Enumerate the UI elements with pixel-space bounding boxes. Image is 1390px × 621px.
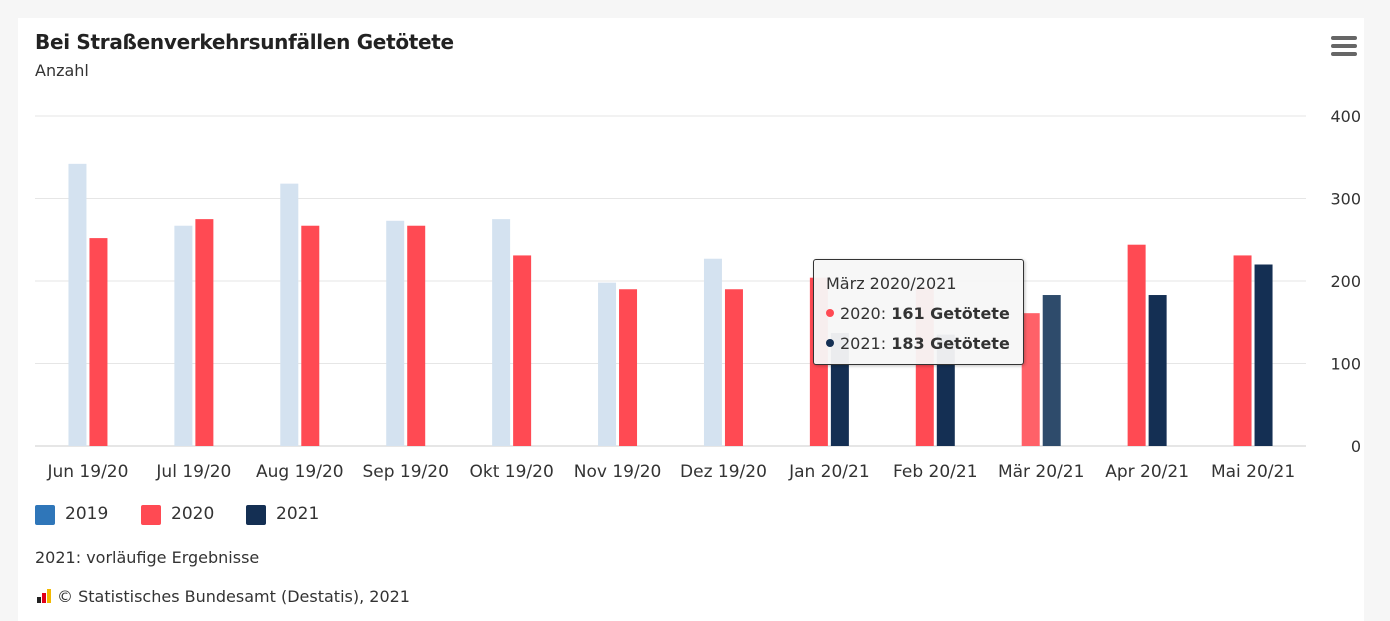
hamburger-menu-icon[interactable] xyxy=(1330,33,1358,59)
y-tick-label: 400 xyxy=(1330,107,1361,126)
bar-2020 xyxy=(407,225,426,446)
x-tick-label: Nov 19/20 xyxy=(574,462,662,482)
bar-2019 xyxy=(703,258,722,446)
bar-2020 xyxy=(513,255,532,446)
y-tick-label: 0 xyxy=(1351,437,1361,456)
tooltip-row-2020: 2020: 161 Getötete xyxy=(826,304,1010,323)
legend-item-2020[interactable]: 2020 xyxy=(141,503,231,527)
bar-2019 xyxy=(174,225,193,446)
bar-2019 xyxy=(68,163,87,446)
credit-text: © Statistisches Bundesamt (Destatis), 20… xyxy=(57,587,410,606)
y-tick-label: 100 xyxy=(1330,355,1361,374)
y-tick-label: 300 xyxy=(1330,190,1361,209)
chart-title: Bei Straßenverkehrsunfällen Getötete xyxy=(35,30,454,54)
x-tick-label: Aug 19/20 xyxy=(256,462,344,482)
legend-label: 2019 xyxy=(65,504,109,524)
legend-label: 2021 xyxy=(276,504,320,524)
bar-2020 xyxy=(1127,244,1146,446)
legend-swatch xyxy=(35,505,55,525)
bar-2020 xyxy=(301,225,320,446)
x-tick-label: Mär 20/21 xyxy=(998,462,1084,482)
x-tick-label: Okt 19/20 xyxy=(469,462,553,482)
x-tick-label: Jun 19/20 xyxy=(46,462,128,482)
legend-label: 2020 xyxy=(171,504,215,524)
tooltip-header: März 2020/2021 xyxy=(826,274,957,293)
x-tick-label: Mai 20/21 xyxy=(1211,462,1295,482)
bar-2020 xyxy=(619,289,638,446)
y-tick-label: 200 xyxy=(1330,272,1361,291)
tooltip-dot-2020 xyxy=(826,309,834,317)
tooltip-dot-2021 xyxy=(826,339,834,347)
bar-2020 xyxy=(195,219,214,446)
bar-2021 xyxy=(1254,264,1273,446)
x-tick-label: Sep 19/20 xyxy=(362,462,448,482)
bar-2021 xyxy=(1042,295,1061,446)
legend-item-2021[interactable]: 2021 xyxy=(246,503,336,527)
bar-2020 xyxy=(724,289,743,446)
tooltip-value-2021: 183 Getötete xyxy=(891,334,1010,353)
chart-tooltip: März 2020/2021 2020: 161 Getötete 2021: … xyxy=(813,259,1024,365)
x-tick-label: Jul 19/20 xyxy=(155,462,231,482)
tooltip-series-2021: 2021 xyxy=(840,334,881,353)
tooltip-series-2020: 2020 xyxy=(840,304,881,323)
x-tick-label: Apr 20/21 xyxy=(1105,462,1189,482)
bar-2021 xyxy=(1148,295,1167,446)
tooltip-row-2021: 2021: 183 Getötete xyxy=(826,334,1010,353)
tooltip-value-2020: 161 Getötete xyxy=(891,304,1010,323)
bar-2020 xyxy=(1021,313,1040,446)
bar-2019 xyxy=(598,282,617,446)
bar-2019 xyxy=(386,220,405,446)
bar-2020 xyxy=(1233,255,1252,446)
chart-note: 2021: vorläufige Ergebnisse xyxy=(35,548,260,567)
legend-swatch xyxy=(246,505,266,525)
x-tick-label: Dez 19/20 xyxy=(680,462,767,482)
bar-2019 xyxy=(492,219,511,446)
legend-swatch xyxy=(141,505,161,525)
legend-item-2019[interactable]: 2019 xyxy=(35,503,125,527)
bar-2020 xyxy=(89,238,108,446)
x-tick-label: Jan 20/21 xyxy=(788,462,870,482)
x-tick-label: Feb 20/21 xyxy=(893,462,978,482)
bar-2019 xyxy=(280,183,299,446)
destatis-logo-icon xyxy=(37,589,53,603)
chart-credit: © Statistisches Bundesamt (Destatis), 20… xyxy=(35,587,410,606)
chart-subtitle: Anzahl xyxy=(35,61,89,80)
